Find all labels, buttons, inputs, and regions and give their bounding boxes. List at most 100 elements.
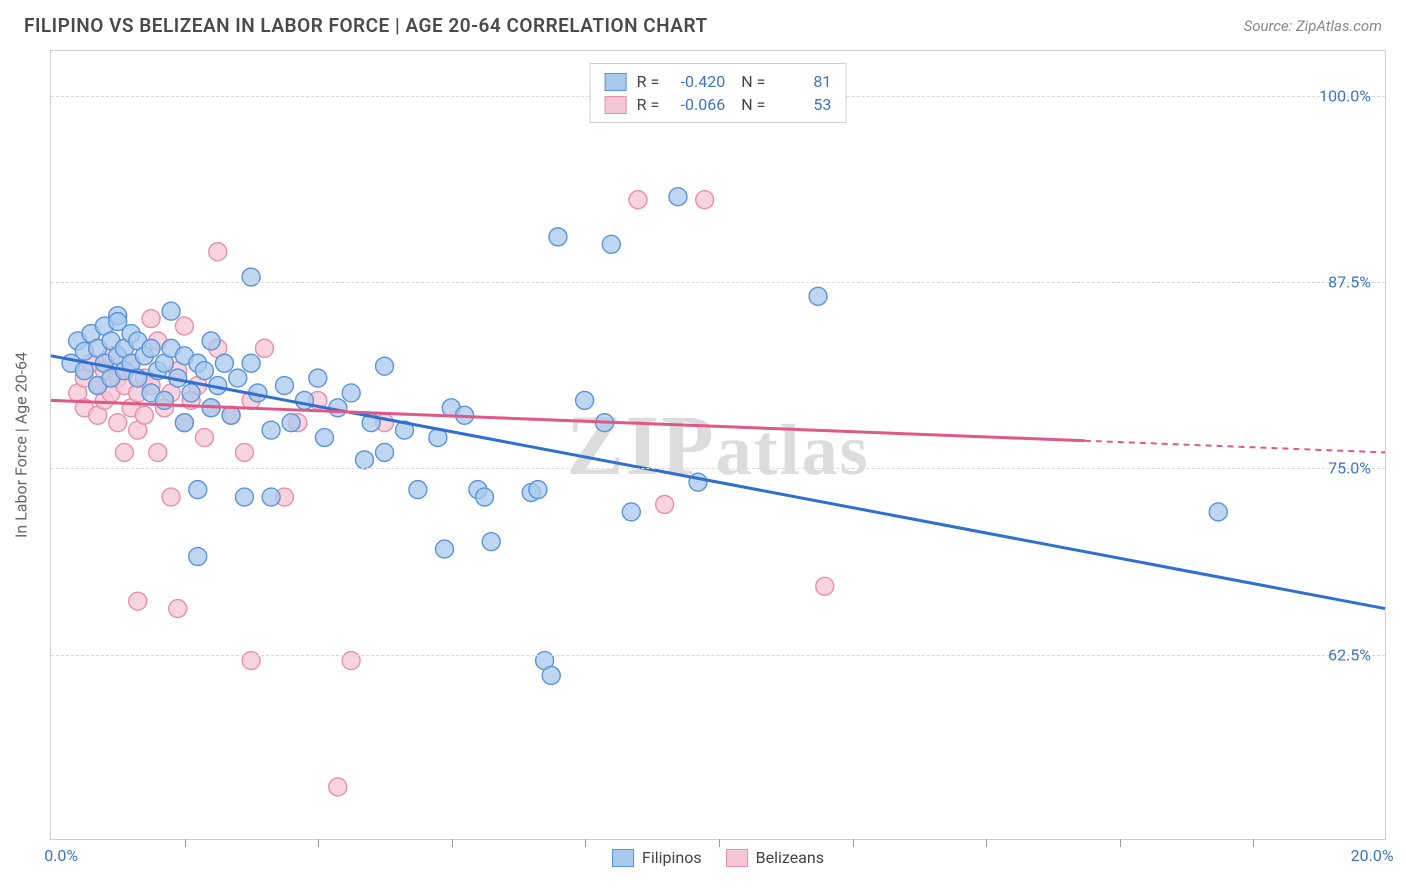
data-point-filipinos	[1209, 503, 1227, 521]
legend-swatch-filipinos	[612, 849, 634, 867]
legend-item-filipinos: Filipinos	[612, 848, 702, 867]
stats-r-value-belizeans: -0.066	[669, 95, 725, 114]
stats-r-label: R =	[637, 95, 660, 114]
data-point-belizeans	[235, 443, 253, 461]
series-legend: Filipinos Belizeans	[612, 848, 824, 867]
data-point-filipinos	[542, 666, 560, 684]
data-point-filipinos	[215, 354, 233, 372]
stats-n-value-belizeans: 53	[775, 95, 831, 114]
source-label: Source: ZipAtlas.com	[1244, 17, 1382, 35]
data-point-filipinos	[315, 429, 333, 447]
x-axis-tick	[1253, 839, 1254, 847]
stats-legend-row: R = -0.066 N = 53	[605, 93, 832, 116]
stats-legend: R = -0.420 N = 81 R = -0.066 N = 53	[590, 63, 847, 123]
data-point-filipinos	[549, 228, 567, 246]
plot-area: ZIPatlas 62.5%75.0%87.5%100.0%	[51, 51, 1385, 839]
data-point-belizeans	[195, 429, 213, 447]
data-point-belizeans	[129, 592, 147, 610]
data-point-belizeans	[816, 577, 834, 595]
x-axis-tick	[719, 839, 720, 847]
chart-svg	[51, 51, 1385, 839]
stats-r-label: R =	[637, 72, 660, 91]
stats-n-label: N =	[741, 72, 765, 91]
data-point-filipinos	[202, 332, 220, 350]
data-point-filipinos	[356, 451, 374, 469]
data-point-belizeans	[329, 778, 347, 796]
data-point-filipinos	[229, 369, 247, 387]
data-point-belizeans	[696, 191, 714, 209]
data-point-belizeans	[135, 406, 153, 424]
data-point-filipinos	[235, 488, 253, 506]
data-point-filipinos	[476, 488, 494, 506]
data-point-belizeans	[169, 600, 187, 618]
data-point-filipinos	[602, 235, 620, 253]
stats-n-value-filipinos: 81	[775, 72, 831, 91]
data-point-filipinos	[529, 481, 547, 499]
legend-label-belizeans: Belizeans	[756, 848, 824, 867]
data-point-belizeans	[115, 443, 133, 461]
data-point-filipinos	[436, 540, 454, 558]
x-axis-tick	[986, 839, 987, 847]
legend-swatch-belizeans	[605, 96, 627, 114]
data-point-filipinos	[242, 268, 260, 286]
chart-title: FILIPINO VS BELIZEAN IN LABOR FORCE | AG…	[24, 14, 708, 37]
data-point-filipinos	[376, 357, 394, 375]
data-point-belizeans	[109, 414, 127, 432]
data-point-belizeans	[175, 317, 193, 335]
data-point-belizeans	[162, 488, 180, 506]
data-point-filipinos	[342, 384, 360, 402]
x-axis-max-label: 20.0%	[1351, 846, 1394, 865]
data-point-belizeans	[209, 243, 227, 261]
gridline	[51, 655, 1385, 656]
data-point-filipinos	[175, 414, 193, 432]
stats-r-value-filipinos: -0.420	[669, 72, 725, 91]
x-axis-tick	[585, 839, 586, 847]
data-point-filipinos	[669, 188, 687, 206]
data-point-filipinos	[242, 354, 260, 372]
data-point-filipinos	[155, 391, 173, 409]
y-axis-tick-label: 100.0%	[1319, 86, 1371, 105]
legend-swatch-belizeans	[726, 849, 748, 867]
data-point-filipinos	[142, 339, 160, 357]
data-point-filipinos	[195, 362, 213, 380]
trendline-extrapolated-belizeans	[1085, 441, 1385, 453]
x-axis-tick	[853, 839, 854, 847]
legend-swatch-filipinos	[605, 73, 627, 91]
y-axis-tick-label: 87.5%	[1328, 273, 1371, 292]
data-point-filipinos	[109, 313, 127, 331]
data-point-filipinos	[262, 488, 280, 506]
data-point-filipinos	[482, 533, 500, 551]
trendline-filipinos	[51, 356, 1385, 609]
data-point-filipinos	[622, 503, 640, 521]
data-point-filipinos	[262, 421, 280, 439]
y-axis-tick-label: 62.5%	[1328, 645, 1371, 664]
data-point-filipinos	[376, 443, 394, 461]
data-point-belizeans	[255, 339, 273, 357]
x-axis-tick	[452, 839, 453, 847]
data-point-belizeans	[656, 495, 674, 513]
data-point-filipinos	[189, 481, 207, 499]
gridline	[51, 282, 1385, 283]
data-point-filipinos	[309, 369, 327, 387]
data-point-belizeans	[142, 310, 160, 328]
data-point-filipinos	[282, 414, 300, 432]
data-point-belizeans	[149, 443, 167, 461]
legend-label-filipinos: Filipinos	[642, 848, 702, 867]
data-point-filipinos	[189, 548, 207, 566]
data-point-filipinos	[295, 391, 313, 409]
data-point-belizeans	[629, 191, 647, 209]
x-axis-tick	[185, 839, 186, 847]
x-axis-min-label: 0.0%	[44, 846, 78, 865]
data-point-filipinos	[162, 302, 180, 320]
x-axis-tick	[318, 839, 319, 847]
chart-area: In Labor Force | Age 20-64 ZIPatlas 62.5…	[50, 50, 1386, 840]
x-axis-tick	[1120, 839, 1121, 847]
data-point-filipinos	[409, 481, 427, 499]
y-axis-title: In Labor Force | Age 20-64	[12, 352, 31, 538]
gridline	[51, 468, 1385, 469]
data-point-filipinos	[275, 377, 293, 395]
data-point-filipinos	[182, 384, 200, 402]
legend-item-belizeans: Belizeans	[726, 848, 824, 867]
y-axis-tick-label: 75.0%	[1328, 459, 1371, 478]
data-point-filipinos	[576, 391, 594, 409]
